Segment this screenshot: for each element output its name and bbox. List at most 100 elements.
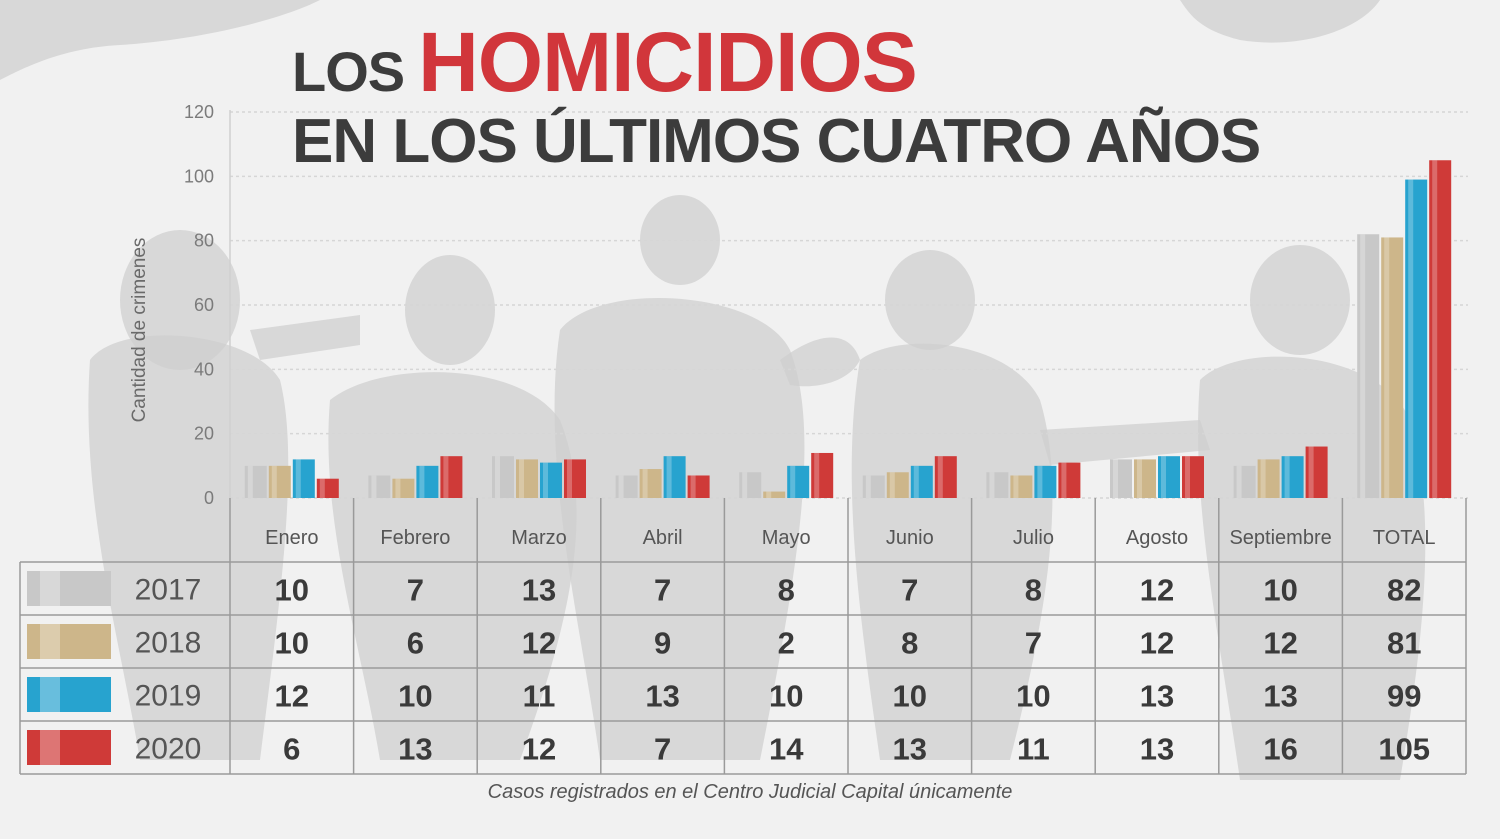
chart-title: LOS HOMICIDIOS xyxy=(292,14,918,111)
chart-subtitle: EN LOS ÚLTIMOS CUATRO AÑOS xyxy=(292,107,1261,176)
source-note: Casos registrados en el Centro Judicial … xyxy=(487,781,1013,803)
bar-2019-TOTAL xyxy=(1405,179,1428,499)
table-cell-2019: 10 xyxy=(1016,679,1050,714)
bar-2017-Mayo xyxy=(739,472,762,498)
bar-highlight xyxy=(543,462,548,498)
bar-highlight xyxy=(1408,179,1414,499)
legend-label-2017: 2017 xyxy=(135,574,202,607)
table-cell-2017: 12 xyxy=(1140,573,1174,608)
y-axis-ticks: 0 20 40 60 80 100 120 xyxy=(184,102,214,508)
bar-2018-TOTAL xyxy=(1381,237,1404,498)
bar-2020-Marzo xyxy=(564,459,586,498)
bar-2018-Julio xyxy=(1010,475,1033,498)
legend-swatch-2018 xyxy=(27,624,111,659)
bar-2019-Abril xyxy=(663,456,686,498)
bar-highlight xyxy=(865,475,871,498)
bar-highlight xyxy=(1432,160,1438,498)
bar-highlight xyxy=(443,456,449,498)
bar-2017-Abril xyxy=(615,475,638,498)
y-tick-label: 0 xyxy=(204,488,214,508)
bar-2020-TOTAL xyxy=(1429,160,1452,498)
legend-label-2020: 2020 xyxy=(135,733,202,766)
table-cell-2018: 2 xyxy=(778,626,795,661)
bar-2019-Febrero xyxy=(416,465,439,498)
table-cell-2019: 13 xyxy=(1140,679,1174,714)
y-tick-label: 60 xyxy=(194,295,214,315)
x-tick-label: Enero xyxy=(265,527,318,549)
bar-highlight xyxy=(371,475,377,498)
table-cell-2020: 7 xyxy=(654,732,671,767)
table-cell-2020: 105 xyxy=(1378,732,1430,767)
bar-2017-Enero xyxy=(244,465,267,498)
y-axis-label: Cantidad de crimenes xyxy=(129,237,150,423)
data-table: Enero Febrero Marzo Abril Mayo Junio Julio Agos… xyxy=(19,498,1467,775)
table-cell-2020: 11 xyxy=(1017,732,1050,767)
bar-2020-Febrero xyxy=(440,456,463,498)
bar-2020-Enero xyxy=(316,478,339,498)
legend-swatch-highlight xyxy=(40,624,60,659)
bar-2020-Abril xyxy=(687,475,710,498)
table-cell-2019: 13 xyxy=(1263,679,1297,714)
bar-highlight xyxy=(690,475,696,498)
bar-2018-Marzo xyxy=(516,459,538,498)
bar-highlight xyxy=(1037,465,1043,498)
table-cell-2017: 10 xyxy=(1263,573,1297,608)
y-tick-label: 20 xyxy=(194,424,214,444)
bar-highlight xyxy=(1061,462,1067,498)
bar-2019-Junio xyxy=(910,465,933,498)
table-cell-2018: 7 xyxy=(1025,626,1042,661)
bar-highlight xyxy=(618,475,624,498)
x-tick-label: TOTAL xyxy=(1373,527,1436,549)
bar-highlight xyxy=(913,465,919,498)
bar-highlight xyxy=(1161,456,1166,498)
bar-2017-Marzo xyxy=(492,456,514,498)
title-main: HOMICIDIOS xyxy=(418,15,918,109)
table-cell-2020: 6 xyxy=(283,732,300,767)
table-cell-2020: 12 xyxy=(522,732,556,767)
bar-highlight xyxy=(247,465,253,498)
table-cell-2017: 7 xyxy=(407,573,424,608)
bar-2019-Agosto xyxy=(1158,456,1180,498)
table-cell-2017: 13 xyxy=(522,573,556,608)
bar-2018-Septiembre xyxy=(1257,459,1280,498)
x-tick-label: Junio xyxy=(886,527,934,549)
bar-2020-Julio xyxy=(1058,462,1081,498)
table-cell-2019: 10 xyxy=(769,679,803,714)
table-cell-2017: 8 xyxy=(1025,573,1042,608)
table-cell-2018: 10 xyxy=(275,626,309,661)
table-cell-2019: 11 xyxy=(523,679,556,714)
bar-highlight xyxy=(766,491,772,498)
bar-highlight xyxy=(319,478,325,498)
table-cell-2017: 82 xyxy=(1387,573,1421,608)
bar-2019-Julio xyxy=(1034,465,1057,498)
legend-label-2019: 2019 xyxy=(135,680,202,713)
x-tick-label: Septiembre xyxy=(1229,527,1331,549)
table-cell-2017: 10 xyxy=(275,573,309,608)
table-cell-2020: 13 xyxy=(893,732,927,767)
bar-2019-Septiembre xyxy=(1281,456,1304,498)
legend-label-2018: 2018 xyxy=(135,627,202,660)
table-cell-2018: 81 xyxy=(1387,626,1421,661)
bar-2018-Agosto xyxy=(1134,459,1156,498)
table-cell-2019: 99 xyxy=(1387,679,1421,714)
bar-highlight xyxy=(889,472,895,498)
bar-2017-Septiembre xyxy=(1233,465,1256,498)
bar-highlight xyxy=(989,472,995,498)
bar-2020-Agosto xyxy=(1182,456,1204,498)
bar-2018-Abril xyxy=(639,469,662,498)
x-tick-label: Febrero xyxy=(380,527,450,549)
bar-2020-Mayo xyxy=(811,452,834,498)
y-tick-label: 40 xyxy=(194,359,214,379)
bar-2019-Enero xyxy=(292,459,315,498)
bar-highlight xyxy=(271,465,277,498)
bar-highlight xyxy=(419,465,425,498)
bar-2017-TOTAL xyxy=(1357,234,1380,498)
bar-highlight xyxy=(1284,456,1290,498)
bar-highlight xyxy=(814,452,820,498)
y-tick-label: 100 xyxy=(184,166,214,186)
table-cell-2017: 7 xyxy=(654,573,671,608)
legend-swatch-highlight xyxy=(40,571,60,606)
y-tick-label: 120 xyxy=(184,102,214,122)
table-cell-2018: 8 xyxy=(901,626,918,661)
bar-highlight xyxy=(395,478,401,498)
